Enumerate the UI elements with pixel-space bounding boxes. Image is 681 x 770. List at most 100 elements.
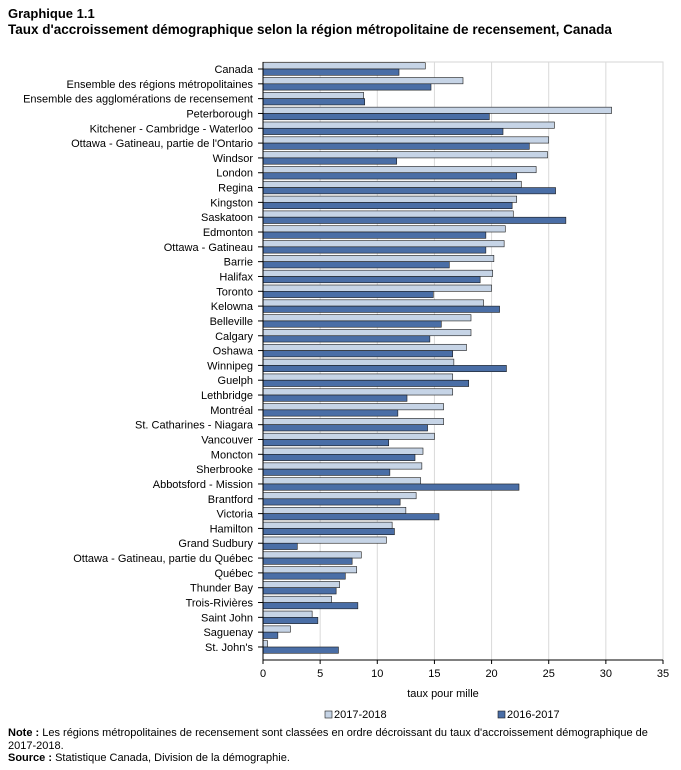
bar	[262, 98, 366, 106]
category-label: Moncton	[211, 449, 253, 461]
bar	[262, 290, 434, 298]
category-label: Kitchener - Cambridge - Waterloo	[90, 123, 253, 135]
legend-label: 2016-2017	[507, 709, 560, 721]
category-label: Saguenay	[203, 627, 253, 639]
chart-number: Graphique 1.1	[8, 6, 95, 21]
bar	[262, 581, 340, 589]
bar	[262, 403, 444, 411]
bar	[262, 551, 362, 559]
bar	[262, 498, 401, 506]
bar	[262, 68, 400, 76]
bar-chart: Canada Ensemble des régions métropolitain…	[23, 61, 669, 721]
bar	[262, 418, 444, 425]
bar	[262, 358, 455, 366]
bar	[262, 210, 514, 218]
bar	[262, 77, 464, 85]
bar	[262, 432, 435, 440]
bar	[262, 379, 470, 387]
legend-label: 2017-2018	[334, 709, 387, 721]
bar	[262, 157, 398, 165]
category-label: Hamilton	[210, 523, 253, 535]
bar	[262, 394, 408, 402]
bar	[262, 92, 364, 99]
category-label: Grand Sudbury	[178, 538, 253, 550]
bar	[262, 521, 393, 529]
bar	[262, 492, 417, 500]
bar	[262, 536, 387, 544]
category-label: Belleville	[210, 316, 253, 328]
category-label: Halifax	[219, 271, 253, 283]
bar	[262, 528, 395, 536]
bar	[262, 513, 440, 521]
bar	[262, 350, 454, 358]
bar	[262, 409, 399, 417]
category-label: Ottawa - Gatineau, partie de l'Ontario	[71, 138, 253, 150]
x-tick-label: 10	[371, 668, 383, 680]
category-label: Windsor	[213, 153, 254, 165]
bar	[262, 121, 555, 129]
bar	[262, 454, 416, 461]
bar	[262, 617, 319, 624]
bar	[262, 595, 332, 603]
bar	[262, 187, 556, 195]
x-tick-label: 15	[428, 668, 440, 680]
bar	[262, 388, 454, 396]
bar	[262, 83, 432, 91]
bar	[262, 62, 426, 70]
bar	[262, 305, 500, 313]
bar	[262, 424, 428, 432]
category-label: Peterborough	[186, 108, 253, 120]
bar	[262, 172, 518, 180]
source-text: Statistique Canada, Division de la démog…	[55, 752, 290, 764]
bar	[262, 106, 612, 114]
bar	[262, 314, 472, 322]
chart-heading: Graphique 1.1 Taux d'accroissement démog…	[8, 6, 673, 38]
bar	[262, 610, 313, 618]
category-label: St. Catharines - Niagara	[135, 420, 254, 432]
bar	[262, 216, 567, 224]
category-label: Calgary	[215, 331, 253, 343]
category-label: Saskatoon	[201, 212, 253, 224]
category-label: Saint John	[201, 612, 253, 624]
bar	[262, 269, 494, 277]
category-label: Lethbridge	[201, 390, 253, 402]
category-label: Regina	[218, 183, 254, 195]
source-line: Source : Statistique Canada, Division de…	[8, 752, 673, 765]
bar	[262, 180, 522, 188]
bar	[262, 202, 513, 209]
bar	[262, 335, 431, 343]
bar	[262, 631, 279, 639]
category-label: Edmonton	[203, 227, 253, 239]
bar	[262, 566, 358, 574]
bar	[262, 240, 505, 248]
bar	[262, 127, 504, 135]
category-label: Abbotsford - Mission	[153, 479, 253, 491]
bar	[262, 329, 472, 337]
bar	[262, 231, 487, 239]
bar	[262, 255, 495, 262]
category-label: Sherbrooke	[196, 464, 253, 476]
category-label: Victoria	[217, 509, 254, 521]
bar	[262, 439, 390, 447]
bar	[262, 557, 353, 565]
source-label: Source :	[8, 752, 53, 764]
category-label: Brantford	[208, 494, 253, 506]
category-label: Ensemble des agglomérations de recenseme…	[23, 94, 253, 106]
bar	[262, 195, 518, 203]
bar	[262, 261, 450, 269]
category-label: Kingston	[210, 197, 253, 209]
bar	[262, 602, 359, 610]
x-tick-label: 30	[600, 668, 612, 680]
category-label: Trois-Rivières	[186, 598, 254, 610]
x-tick-label: 35	[657, 668, 669, 680]
bar	[262, 477, 422, 485]
bar	[262, 299, 484, 307]
bar	[262, 276, 481, 284]
category-label: Guelph	[218, 375, 253, 387]
category-label: Ensemble des régions métropolitaines	[67, 79, 254, 91]
category-label: Barrie	[224, 257, 253, 269]
bar	[262, 625, 291, 633]
x-tick-label: 5	[317, 668, 323, 680]
bar	[262, 572, 346, 580]
category-label: Winnipeg	[207, 360, 253, 372]
